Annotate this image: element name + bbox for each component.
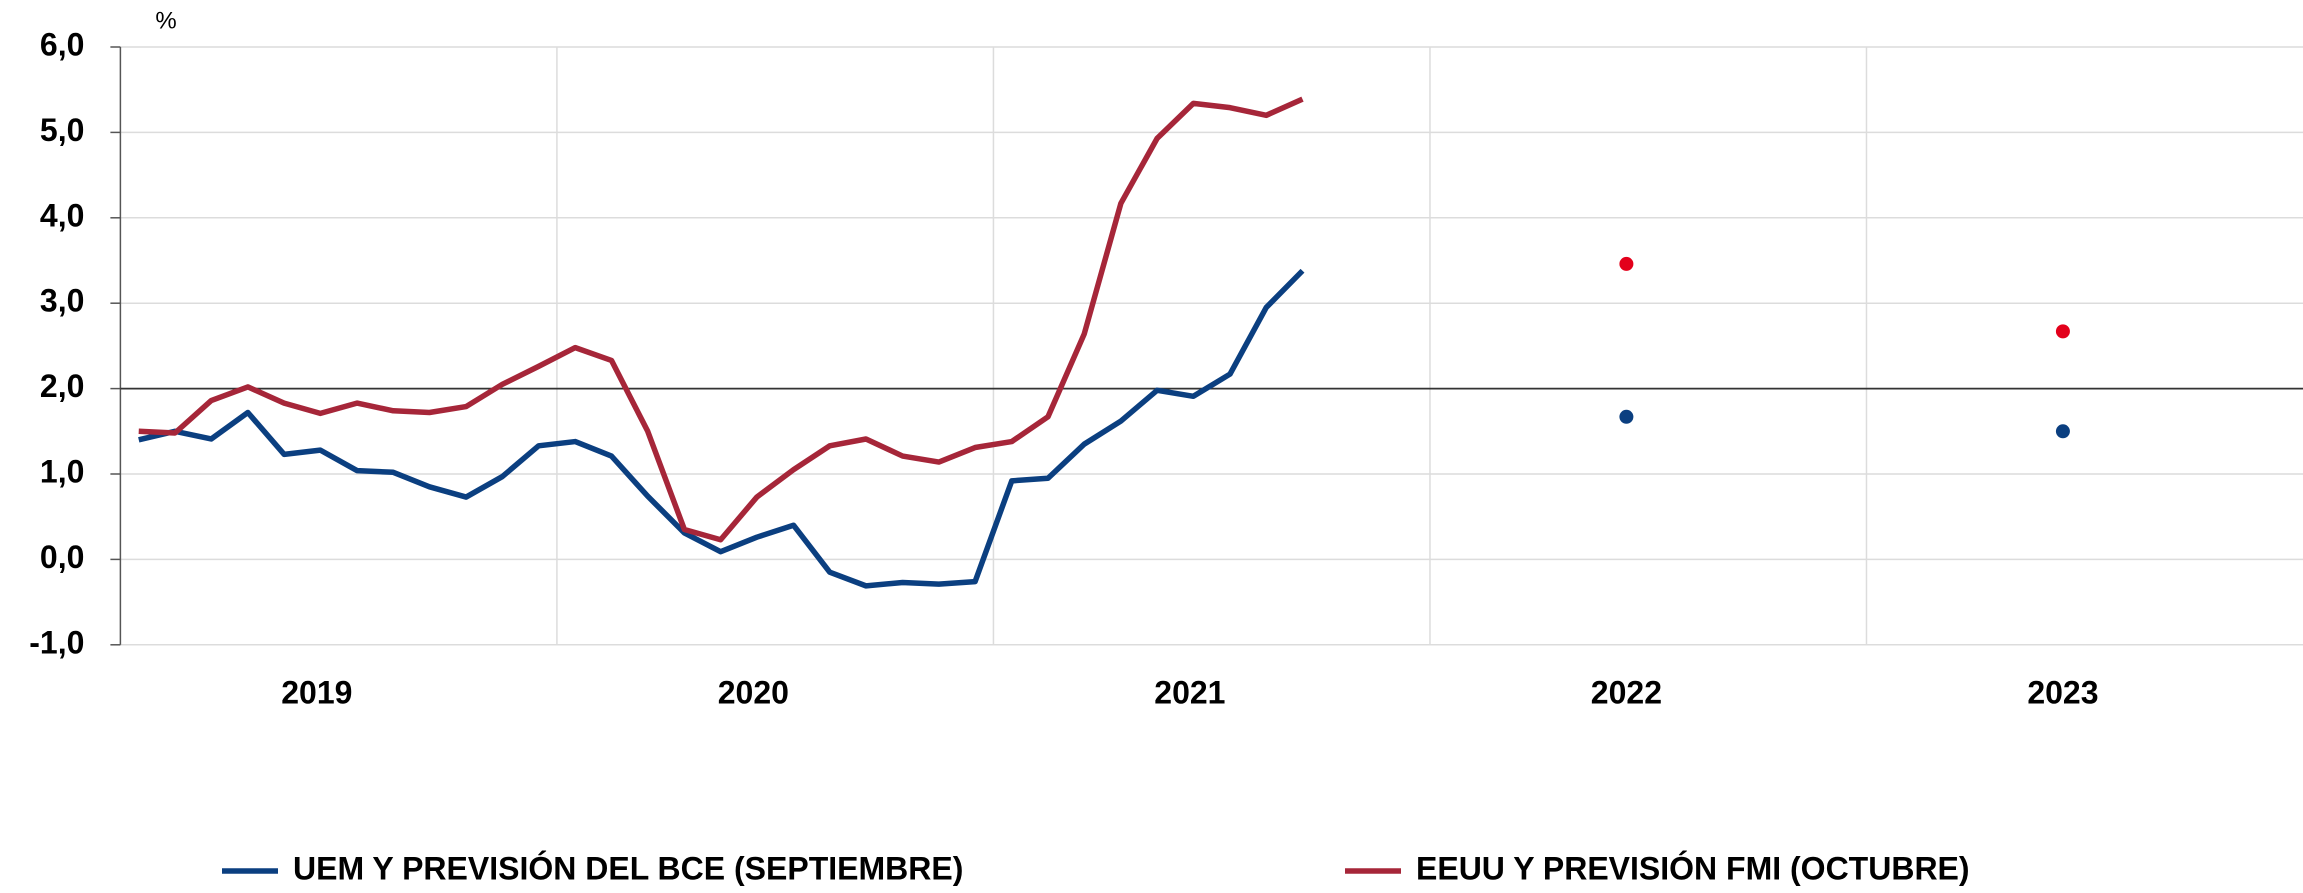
y-unit: % bbox=[155, 7, 176, 34]
forecast-dot bbox=[1619, 256, 1634, 271]
x-tick-label: 2019 bbox=[281, 674, 352, 710]
y-tick-label: 0,0 bbox=[40, 539, 84, 575]
x-tick-label: 2023 bbox=[2027, 674, 2098, 710]
forecast-dot bbox=[2055, 424, 2070, 439]
legend-label: UEM Y PREVISIÓN DEL BCE (SEPTIEMBRE) bbox=[293, 850, 963, 886]
y-tick-label: 5,0 bbox=[40, 112, 84, 148]
y-tick-label: 2,0 bbox=[40, 368, 84, 404]
x-tick-label: 2021 bbox=[1154, 674, 1225, 710]
y-tick-label: 1,0 bbox=[40, 453, 84, 489]
x-tick-label: 2020 bbox=[718, 674, 789, 710]
y-tick-label: -1,0 bbox=[29, 624, 84, 660]
forecast-dot bbox=[1619, 409, 1634, 424]
series-line bbox=[138, 96, 1304, 543]
series-line bbox=[138, 268, 1305, 589]
legend-label: EEUU Y PREVISIÓN FMI (OCTUBRE) bbox=[1416, 850, 1970, 886]
y-tick-label: 3,0 bbox=[40, 283, 84, 319]
y-tick-label: 6,0 bbox=[40, 26, 84, 62]
forecast-dot bbox=[2055, 324, 2070, 339]
y-tick-label: 4,0 bbox=[40, 197, 84, 233]
x-tick-label: 2022 bbox=[1591, 674, 1662, 710]
